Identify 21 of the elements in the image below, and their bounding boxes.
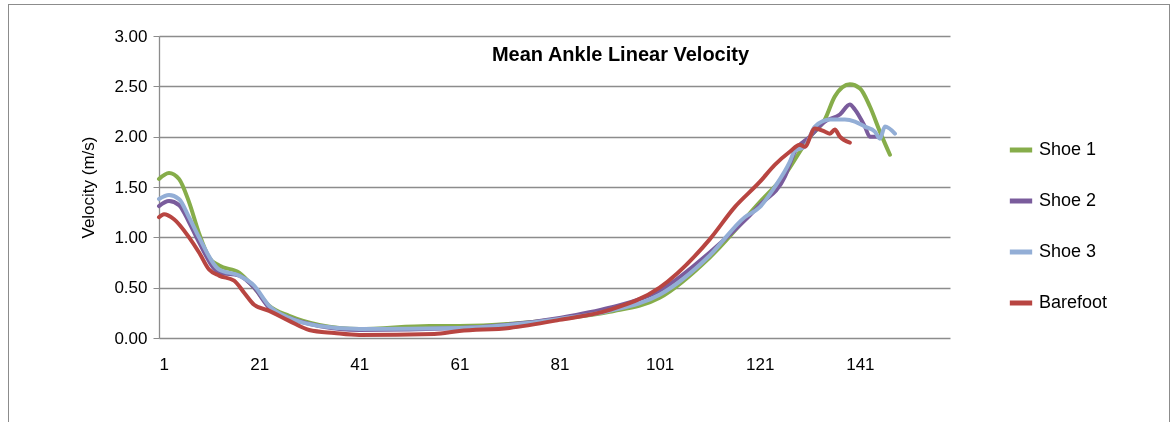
x-tick-label: 141: [846, 354, 875, 374]
legend-label: Shoe 1: [1039, 139, 1097, 159]
y-tick-label: 3.00: [114, 26, 148, 46]
y-tick-label: 2.00: [114, 127, 148, 147]
x-tick-label: 81: [550, 354, 570, 374]
y-tick-label: 1.00: [114, 227, 148, 247]
legend-label: Barefoot: [1039, 292, 1108, 312]
x-tick-label: 41: [350, 354, 370, 374]
y-tick-label: 0.00: [114, 328, 148, 348]
x-tick-label: 21: [250, 354, 270, 374]
legend-label: Shoe 2: [1039, 190, 1097, 210]
y-tick-label: 2.50: [114, 76, 148, 96]
y-axis-title: Velocity (m/s): [79, 136, 99, 239]
y-tick-label: 0.50: [114, 278, 148, 298]
chart-title: Mean Ankle Linear Velocity: [491, 43, 750, 65]
x-tick-label: 101: [645, 354, 675, 374]
x-tick-label: 61: [450, 354, 470, 374]
x-tick-label: 1: [159, 354, 169, 374]
legend-label: Shoe 3: [1039, 241, 1097, 261]
x-tick-label: 121: [746, 354, 775, 374]
y-tick-label: 1.50: [114, 177, 148, 197]
